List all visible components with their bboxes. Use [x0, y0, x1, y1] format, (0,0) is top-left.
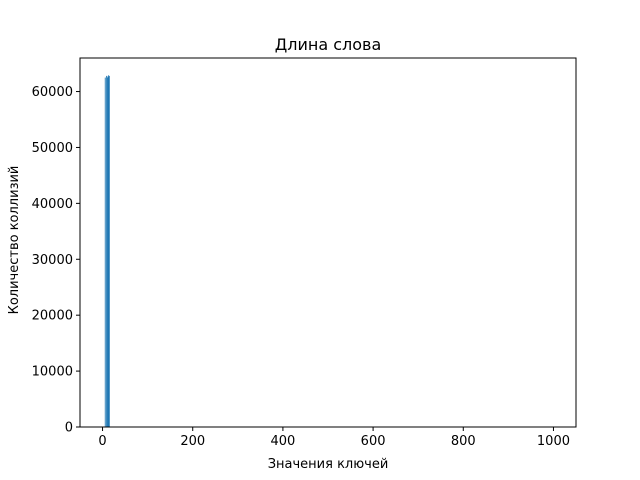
x-tick-label: 1000 [537, 434, 570, 449]
y-tick-label: 30000 [32, 253, 73, 268]
x-tick-label: 800 [451, 434, 476, 449]
x-tick-label: 200 [180, 434, 205, 449]
y-tick-label: 50000 [32, 141, 73, 156]
y-tick-label: 10000 [32, 365, 73, 380]
x-tick-label: 400 [270, 434, 295, 449]
y-tick-label: 0 [65, 421, 73, 436]
y-tick-label: 60000 [32, 85, 73, 100]
y-tick-label: 40000 [32, 197, 73, 212]
bar [106, 75, 108, 428]
y-axis-ticks: 0 10000 20000 30000 40000 50000 60000 [32, 85, 80, 436]
bar [108, 75, 110, 428]
y-axis-label: Количество коллизий [7, 166, 22, 315]
bar [107, 77, 108, 428]
bars-group [104, 75, 110, 428]
plot-area-frame [79, 57, 577, 428]
y-tick-label: 20000 [32, 309, 73, 324]
x-axis-label: Значения ключей [268, 457, 389, 472]
x-tick-label: 0 [98, 434, 106, 449]
x-axis-ticks: 0 200 400 600 800 1000 [98, 427, 570, 449]
bar [104, 77, 106, 428]
x-tick-label: 600 [361, 434, 386, 449]
chart-title: Длина слова [275, 35, 382, 54]
